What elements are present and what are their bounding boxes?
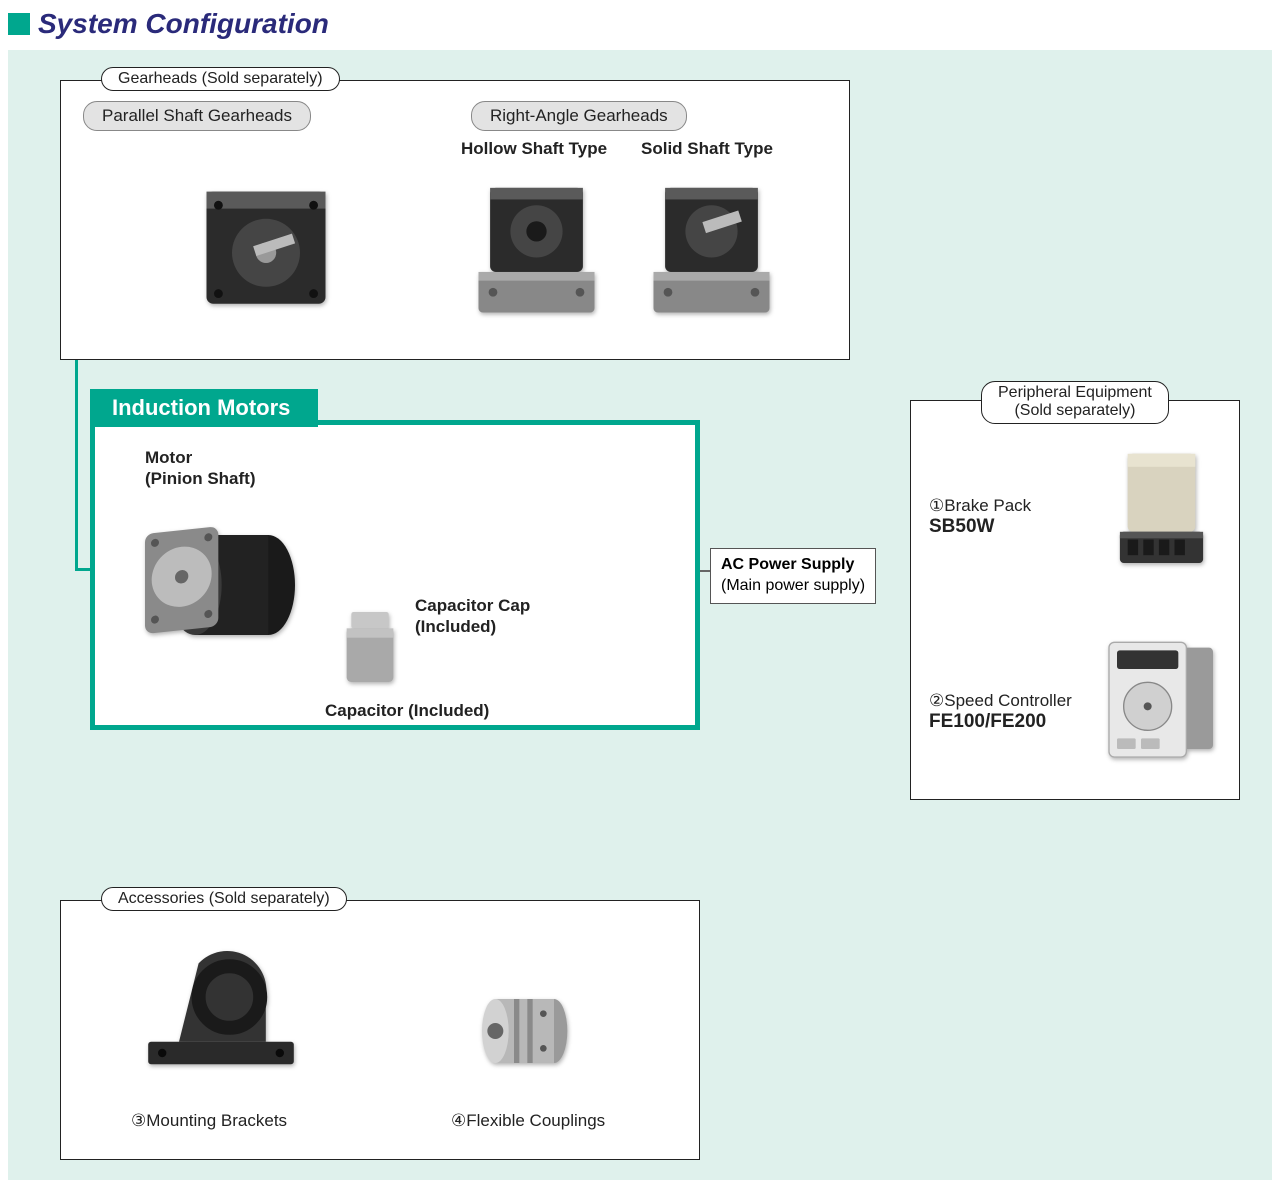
brake-pack-model: SB50W (929, 516, 994, 537)
mounting-brackets-name: Mounting Brackets (146, 1111, 287, 1130)
hollow-shaft-label: Hollow Shaft Type (461, 139, 607, 159)
accessories-legend: Accessories (Sold separately) (101, 887, 347, 911)
page-title: System Configuration (38, 8, 329, 40)
motor-image (130, 495, 340, 675)
motor-label-l1: Motor (145, 448, 192, 467)
gearheads-box: Gearheads (Sold separately) Parallel Sha… (60, 80, 850, 360)
brake-pack-name: Brake Pack (944, 496, 1031, 515)
flexible-couplings-caption: ④Flexible Couplings (451, 1111, 605, 1131)
peripheral-legend-l1: Peripheral Equipment (998, 384, 1152, 401)
speed-controller-num: ② (929, 691, 944, 711)
speed-controller-model: FE100/FE200 (929, 711, 1046, 732)
brake-pack-caption: ①Brake Pack SB50W (929, 496, 1031, 538)
induction-motors-box: Induction Motors Motor (Pinion Shaft) (90, 420, 700, 730)
capacitor-cap-l1: Capacitor Cap (415, 596, 530, 615)
brake-pack-num: ① (929, 496, 944, 516)
speed-controller-caption: ②Speed Controller FE100/FE200 (929, 691, 1072, 733)
solid-shaft-label: Solid Shaft Type (641, 139, 773, 159)
peripheral-box: Peripheral Equipment (Sold separately) ①… (910, 400, 1240, 800)
ac-power-l2: (Main power supply) (721, 576, 865, 597)
ac-power-l1: AC Power Supply (721, 555, 865, 576)
page-title-row: System Configuration (0, 0, 1280, 50)
induction-motors-tab: Induction Motors (90, 389, 318, 427)
ac-power-box: AC Power Supply (Main power supply) (710, 548, 876, 604)
parallel-shaft-pill: Parallel Shaft Gearheads (83, 101, 311, 131)
peripheral-legend: Peripheral Equipment (Sold separately) (981, 381, 1169, 424)
speed-controller-image (1096, 626, 1226, 776)
capacitor-label: Capacitor (Included) (325, 700, 489, 721)
mounting-brackets-num: ③ (131, 1111, 146, 1131)
capacitor-cap-label: Capacitor Cap (Included) (415, 595, 530, 638)
solid-shaft-gearhead-image (631, 171, 791, 341)
hollow-shaft-gearhead-image (456, 171, 616, 341)
motor-label-l2: (Pinion Shaft) (145, 469, 255, 488)
mounting-brackets-caption: ③Mounting Brackets (131, 1111, 287, 1131)
flexible-couplings-num: ④ (451, 1111, 466, 1131)
speed-controller-name: Speed Controller (944, 691, 1072, 710)
gearheads-legend: Gearheads (Sold separately) (101, 67, 340, 91)
motor-label: Motor (Pinion Shaft) (145, 447, 255, 490)
connector-gearheads-induction-v (75, 360, 78, 570)
right-angle-pill: Right-Angle Gearheads (471, 101, 687, 131)
flexible-couplings-name: Flexible Couplings (466, 1111, 605, 1130)
flexible-coupling-image (461, 971, 591, 1091)
capacitor-cap-l2: (Included) (415, 617, 496, 636)
accessories-box: Accessories (Sold separately) ③Mounting … (60, 900, 700, 1160)
capacitor-image (330, 605, 410, 695)
peripheral-legend-l2: (Sold separately) (1014, 402, 1135, 419)
mounting-bracket-image (131, 936, 311, 1086)
parallel-gearhead-image (171, 151, 361, 341)
title-square-icon (8, 13, 30, 35)
brake-pack-image (1101, 441, 1221, 581)
